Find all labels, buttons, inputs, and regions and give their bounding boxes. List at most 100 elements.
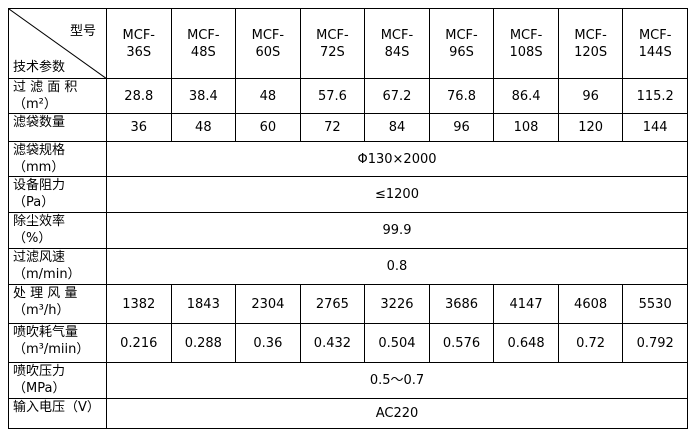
span-value-cell: ≤1200	[106, 176, 688, 213]
model-cell: MCF- 72S	[299, 8, 366, 79]
model-cell: MCF- 108S	[493, 8, 559, 79]
value-cell: 108	[493, 113, 559, 142]
spec-row: 处 理 风 量 （m³/h） 1382 1843 2304 2765 3226 3686 414…	[8, 284, 688, 324]
value-cell: 48	[235, 78, 301, 114]
value-cell: 38.4	[170, 78, 237, 114]
label-line: （%）	[13, 231, 52, 246]
value-cell: 0.432	[299, 323, 366, 363]
model-name: MCF-	[509, 27, 543, 43]
model-name: 144S	[638, 44, 672, 60]
model-name: MCF-	[122, 27, 155, 43]
value-cell: 5530	[622, 284, 688, 324]
label-line: 设备阻力	[13, 178, 66, 193]
model-name: 120S	[574, 44, 608, 60]
model-name: MCF-	[445, 27, 478, 43]
row-label: 过 滤 面 积 （m²）	[8, 78, 107, 114]
value-cell: 0.576	[428, 323, 495, 363]
model-name: MCF-	[380, 27, 414, 43]
corner-bottom: 技术参数	[13, 60, 66, 75]
table-body: 型号 技术参数 MCF- 36S MCF- 48S MCF- 60S MCF- 72S MCF- 84…	[8, 8, 688, 429]
spec-row: 除尘效率 （%） 99.9	[8, 212, 688, 249]
spec-row: 喷吹压力 （MPa） 0.5～0.7	[8, 362, 688, 399]
spec-row: 滤袋规格 （mm） Φ130×2000	[8, 141, 688, 177]
value-cell: 4147	[493, 284, 559, 324]
value-cell: 0.648	[493, 323, 559, 363]
spec-row: 喷吹耗气量 （m³/miin） 0.216 0.288 0.36 0.432 0.504 0.…	[8, 323, 688, 363]
label-line: 喷吹压力	[13, 364, 66, 379]
value-cell: 72	[299, 113, 366, 142]
row-label: 喷吹压力 （MPa）	[8, 362, 107, 399]
value-cell: 0.792	[622, 323, 688, 363]
model-name: 96S	[449, 44, 474, 60]
row-label: 过滤风速 （m/min）	[8, 248, 107, 285]
label-line: 除尘效率	[13, 214, 66, 229]
model-name: MCF-	[187, 27, 220, 43]
label-line: 滤袋数量	[13, 115, 66, 130]
row-label: 处 理 风 量 （m³/h）	[8, 284, 107, 324]
label-line: 输入电压（V）	[13, 400, 100, 415]
value-cell: 60	[235, 113, 301, 142]
label-line: 喷吹耗气量	[13, 325, 79, 340]
label-line: （Pa）	[13, 195, 55, 210]
spec-row: 输入电压（V） AC220	[8, 398, 688, 429]
model-cell: MCF- 96S	[428, 8, 495, 79]
model-name: 60S	[255, 44, 281, 60]
span-value-cell: 0.8	[106, 248, 688, 285]
value-cell: 0.72	[557, 323, 624, 363]
spec-row: 设备阻力 （Pa） ≤1200	[8, 176, 688, 213]
spec-row: 过滤风速 （m/min） 0.8	[8, 248, 688, 285]
value-cell: 48	[170, 113, 237, 142]
span-value-cell: 0.5～0.7	[106, 362, 688, 399]
value-cell: 36	[106, 113, 172, 142]
value-cell: 84	[364, 113, 430, 142]
value-cell: 57.6	[299, 78, 366, 114]
value-cell: 86.4	[493, 78, 559, 114]
model-name: 48S	[190, 44, 216, 60]
row-label: 喷吹耗气量 （m³/miin）	[8, 323, 107, 363]
model-cell: MCF- 48S	[170, 8, 237, 79]
span-value-cell: 99.9	[106, 212, 688, 249]
model-cell: MCF- 84S	[364, 8, 430, 79]
value-cell: 2765	[299, 284, 366, 324]
label-line: 滤袋规格	[13, 143, 66, 158]
label-line: （m/min）	[13, 267, 81, 282]
model-cell: MCF- 120S	[557, 8, 624, 79]
span-value-cell: Φ130×2000	[106, 141, 688, 177]
row-label: 滤袋数量	[8, 113, 107, 142]
row-label: 设备阻力 （Pa）	[8, 176, 107, 213]
value-cell: 120	[557, 113, 624, 142]
model-cell: MCF- 144S	[622, 8, 688, 79]
header-row: 型号 技术参数 MCF- 36S MCF- 48S MCF- 60S MCF- 72S MCF- 84…	[8, 8, 688, 79]
value-cell: 0.504	[364, 323, 430, 363]
model-cell: MCF- 60S	[235, 8, 301, 79]
label-line: （m²）	[13, 97, 57, 112]
spec-table: 型号 技术参数 MCF- 36S MCF- 48S MCF- 60S MCF- 72S MCF- 84…	[8, 8, 688, 429]
value-cell: 76.8	[428, 78, 495, 114]
value-cell: 3226	[364, 284, 430, 324]
value-cell: 96	[557, 78, 624, 114]
value-cell: 28.8	[106, 78, 172, 114]
corner-top: 型号	[69, 24, 96, 39]
value-cell: 2304	[235, 284, 301, 324]
model-name: MCF-	[316, 27, 349, 43]
value-cell: 1843	[170, 284, 237, 324]
value-cell: 115.2	[622, 78, 688, 114]
spec-row: 滤袋数量 36 48 60 72 84 96 108 120 144	[8, 113, 688, 142]
label-line: （m³/miin）	[13, 342, 90, 357]
model-name: MCF-	[574, 27, 607, 43]
value-cell: 0.288	[170, 323, 237, 363]
value-cell: 96	[428, 113, 495, 142]
value-cell: 1382	[106, 284, 172, 324]
label-line: （MPa）	[13, 381, 66, 396]
value-cell: 144	[622, 113, 688, 142]
row-label: 输入电压（V）	[8, 398, 107, 429]
value-cell: 3686	[428, 284, 495, 324]
row-label: 除尘效率 （%）	[8, 212, 107, 249]
model-name: 108S	[509, 44, 543, 60]
label-line: 处 理 风 量	[13, 286, 78, 301]
label-line: （mm）	[13, 160, 65, 175]
corner-cell: 型号技术参数	[8, 8, 107, 79]
value-cell: 0.216	[106, 323, 172, 363]
value-cell: 4608	[557, 284, 624, 324]
